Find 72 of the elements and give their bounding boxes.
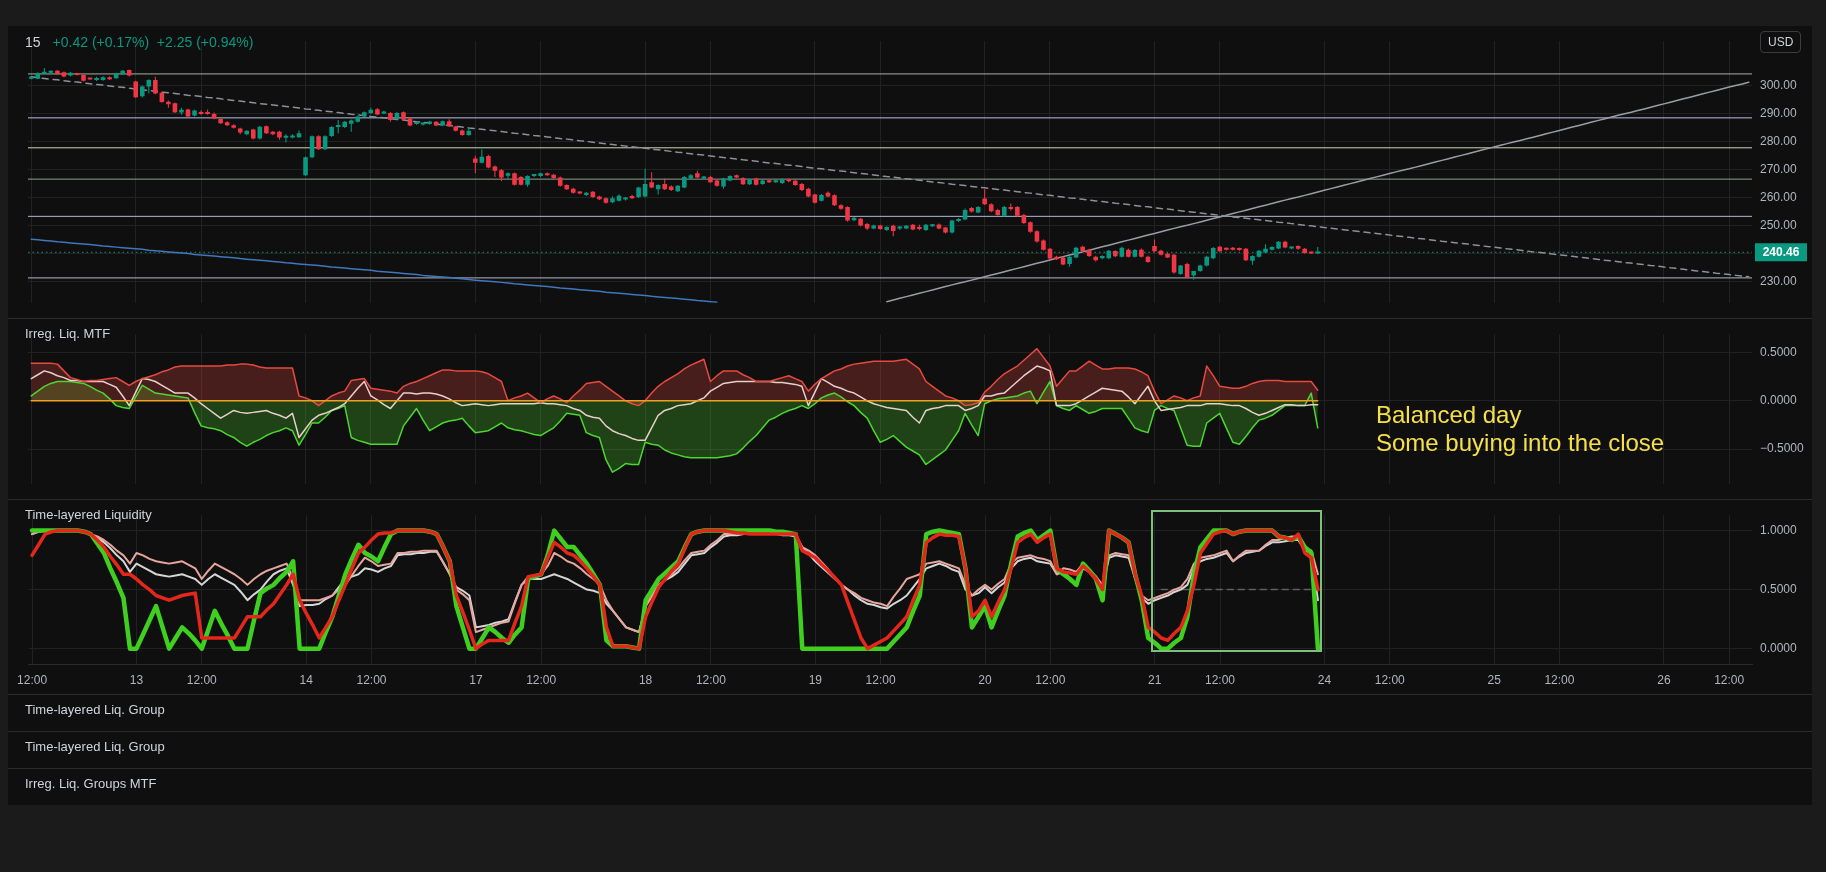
y-tick-label: 230.00 bbox=[1760, 273, 1798, 288]
candlestick bbox=[845, 206, 850, 222]
candlestick bbox=[153, 76, 158, 95]
candlestick bbox=[584, 192, 589, 196]
y-axis-title: USD bbox=[1760, 31, 1802, 53]
line-series bbox=[30, 75, 1750, 278]
x-tick-label: 24 bbox=[1317, 672, 1332, 687]
x-tick-label: 12:00 bbox=[1205, 672, 1236, 687]
candlestick bbox=[459, 129, 465, 136]
x-tick-label: 25 bbox=[1487, 672, 1502, 687]
x-tick-label: 21 bbox=[1148, 672, 1162, 687]
candlestick bbox=[231, 124, 236, 129]
candlestick bbox=[473, 155, 478, 174]
x-tick-label: 12:00 bbox=[695, 672, 727, 687]
y-tick-label: 280.00 bbox=[1760, 133, 1798, 148]
ref-line-label: 240.46 bbox=[1762, 245, 1800, 260]
x-tick-label: 12:00 bbox=[526, 672, 557, 687]
x-tick-label: 26 bbox=[1657, 672, 1671, 687]
y-tick-label: −0.5000 bbox=[1760, 441, 1805, 456]
chart-title: Irreg. Liq. MTF bbox=[25, 326, 111, 341]
candlestick bbox=[649, 172, 654, 189]
text: Time-layered Liq. Group bbox=[25, 739, 165, 754]
candlestick bbox=[819, 193, 824, 202]
text: Irreg. Liq. Groups MTF bbox=[25, 776, 157, 791]
candlestick bbox=[512, 172, 517, 186]
x-tick-label: 19 bbox=[808, 672, 823, 687]
x-tick-label: 12:00 bbox=[1714, 672, 1745, 687]
y-tick-label: 250.00 bbox=[1760, 217, 1798, 232]
annotation: Some buying into the close bbox=[1376, 429, 1665, 457]
candlestick bbox=[668, 185, 674, 191]
candlestick bbox=[1002, 205, 1007, 217]
y-tick-label: 0.5000 bbox=[1760, 344, 1798, 359]
x-tick-label: 18 bbox=[638, 672, 653, 687]
y-tick-label: 270.00 bbox=[1760, 161, 1798, 176]
candlestick bbox=[525, 175, 530, 187]
x-tick-label: 20 bbox=[978, 672, 993, 687]
x-tick-label: 14 bbox=[299, 672, 314, 687]
candlestick bbox=[682, 176, 687, 189]
candlestick bbox=[1028, 221, 1033, 233]
candlestick bbox=[120, 70, 125, 75]
x-tick-label: 12:00 bbox=[17, 672, 48, 687]
chart-title: Time-layered Liquidity bbox=[25, 507, 152, 522]
candlestick bbox=[401, 111, 406, 121]
x-tick-label: 12:00 bbox=[356, 672, 387, 687]
chart-subtitle: +0.42 (+0.17%) +2.25 (+0.94%) bbox=[52, 34, 254, 50]
x-tick-label: 17 bbox=[469, 672, 483, 687]
x-tick-label: 12:00 bbox=[1035, 672, 1066, 687]
y-tick-label: 290.00 bbox=[1760, 105, 1798, 120]
y-tick-label: 0.0000 bbox=[1760, 393, 1798, 408]
annotation: Balanced day bbox=[1376, 401, 1523, 429]
y-tick-label: 300.00 bbox=[1760, 78, 1798, 92]
candlestick bbox=[675, 185, 681, 193]
chart-title: 15 bbox=[25, 34, 41, 50]
candlestick bbox=[1015, 205, 1020, 217]
x-tick-label: 12:00 bbox=[865, 672, 896, 687]
x-tick-label: 12:00 bbox=[1374, 672, 1406, 687]
candlestick bbox=[799, 183, 805, 191]
y-tick-label: 0.0000 bbox=[1760, 640, 1798, 655]
candlestick bbox=[179, 107, 184, 115]
x-tick-label: 12:00 bbox=[186, 672, 218, 687]
y-tick-label: 260.00 bbox=[1760, 189, 1798, 204]
y-tick-label: 1.0000 bbox=[1760, 522, 1798, 537]
candlestick bbox=[126, 69, 132, 77]
x-tick-label: 12:00 bbox=[1544, 672, 1575, 687]
candlestick bbox=[538, 172, 543, 177]
text: Time-layered Liq. Group bbox=[25, 702, 165, 717]
x-tick-label: 13 bbox=[129, 672, 144, 687]
candlestick bbox=[55, 70, 60, 75]
candlestick bbox=[1250, 255, 1255, 265]
y-tick-label: 0.5000 bbox=[1760, 581, 1798, 596]
candlestick bbox=[1041, 239, 1046, 251]
candlestick bbox=[427, 120, 432, 125]
